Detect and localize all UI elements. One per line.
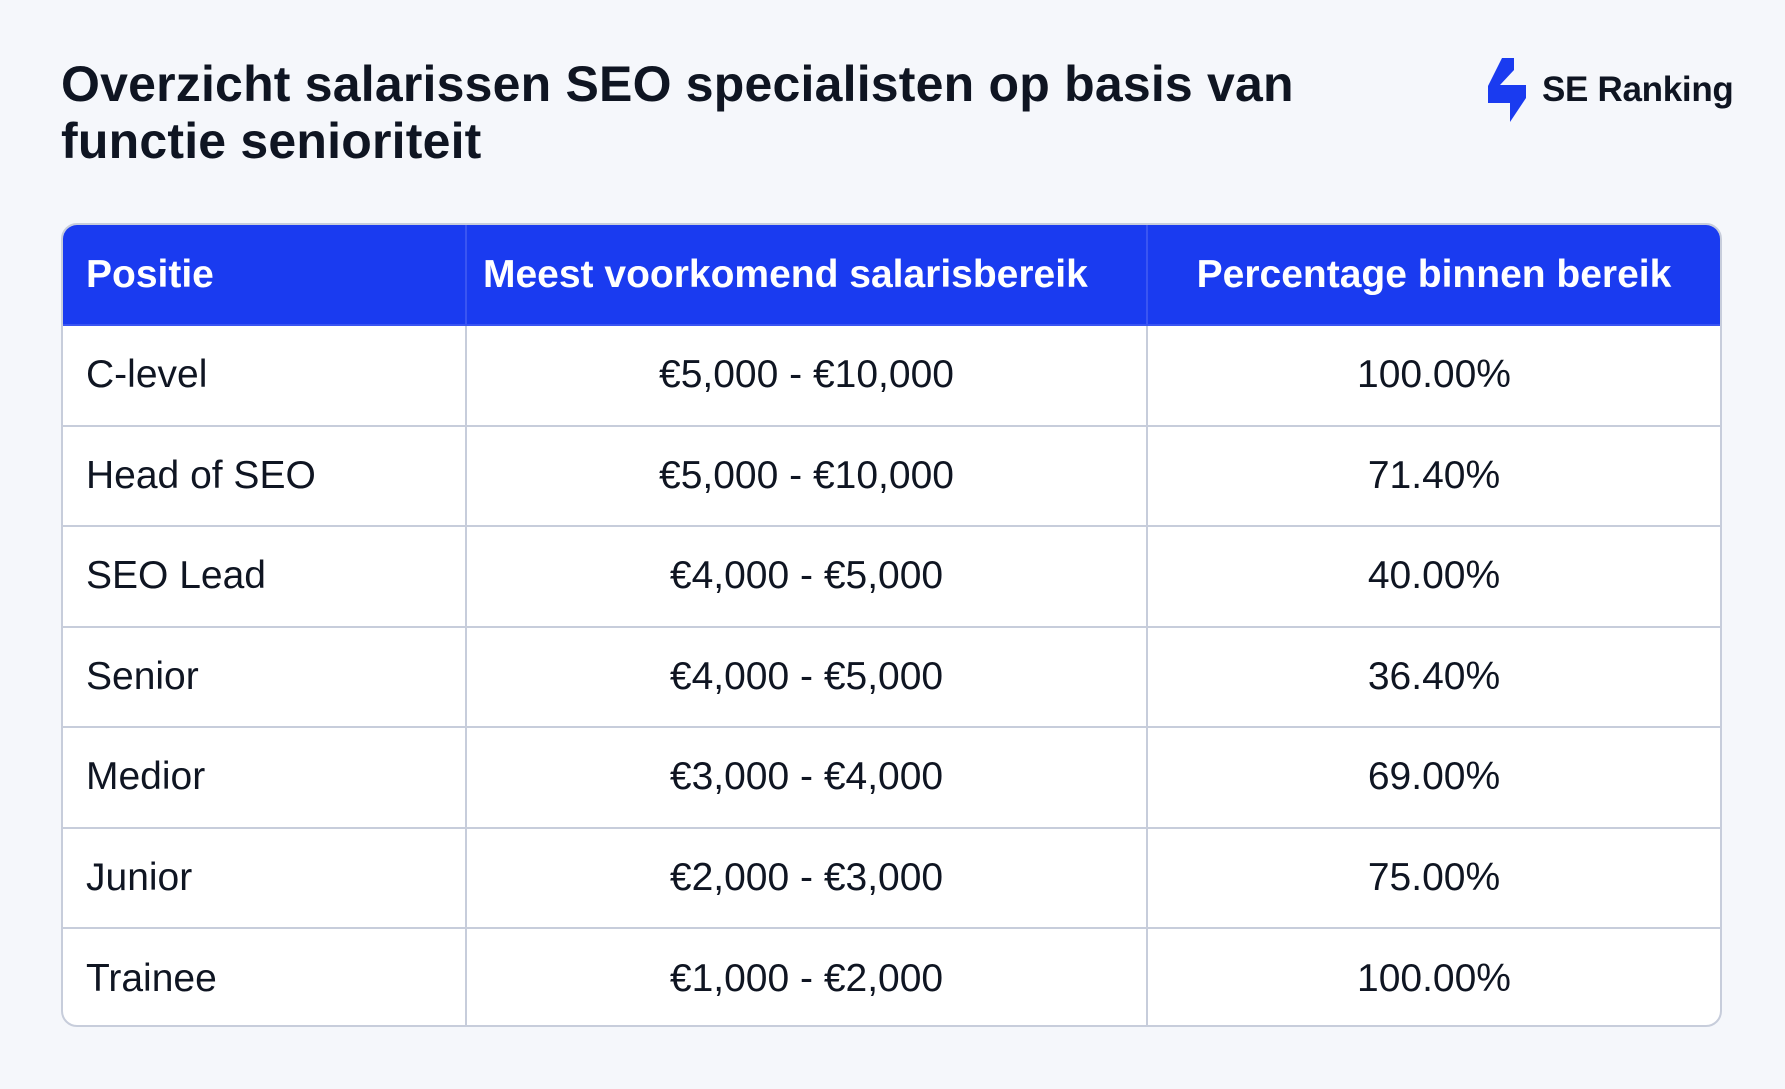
table-row: SEO Lead €4,000 - €5,000 40.00%: [63, 525, 1720, 628]
cell-percentage: 69.00%: [1146, 726, 1720, 829]
column-header-percentage: Percentage binnen bereik: [1146, 225, 1720, 326]
table-row: C-level €5,000 - €10,000 100.00%: [63, 324, 1720, 427]
cell-percentage: 75.00%: [1146, 826, 1720, 929]
table-header-row: Positie Meest voorkomend salarisbereik P…: [63, 225, 1720, 326]
table-row: Head of SEO €5,000 - €10,000 71.40%: [63, 424, 1720, 527]
page-title: Overzicht salarissen SEO specialisten op…: [61, 56, 1294, 169]
cell-salarisbereik: €4,000 - €5,000: [465, 625, 1148, 728]
cell-salarisbereik: €1,000 - €2,000: [465, 927, 1148, 1025]
cell-salarisbereik: €2,000 - €3,000: [465, 826, 1148, 929]
table-row: Trainee €1,000 - €2,000 100.00%: [63, 927, 1720, 1025]
brand-name: SE Ranking: [1542, 70, 1734, 109]
column-header-salarisbereik: Meest voorkomend salarisbereik: [465, 225, 1148, 326]
cell-positie: SEO Lead: [63, 525, 467, 628]
cell-percentage: 100.00%: [1146, 927, 1720, 1025]
salary-table: Positie Meest voorkomend salarisbereik P…: [61, 223, 1722, 1027]
table-row: Senior €4,000 - €5,000 36.40%: [63, 625, 1720, 728]
cell-percentage: 40.00%: [1146, 525, 1720, 628]
cell-salarisbereik: €3,000 - €4,000: [465, 726, 1148, 829]
table-row: Junior €2,000 - €3,000 75.00%: [63, 826, 1720, 929]
cell-salarisbereik: €5,000 - €10,000: [465, 424, 1148, 527]
cell-salarisbereik: €4,000 - €5,000: [465, 525, 1148, 628]
brand-logo: SE Ranking: [1478, 58, 1734, 122]
cell-positie: Head of SEO: [63, 424, 467, 527]
table-row: Medior €3,000 - €4,000 69.00%: [63, 726, 1720, 829]
cell-positie: Trainee: [63, 927, 467, 1025]
cell-positie: C-level: [63, 324, 467, 427]
cell-positie: Medior: [63, 726, 467, 829]
cell-percentage: 36.40%: [1146, 625, 1720, 728]
cell-positie: Junior: [63, 826, 467, 929]
cell-positie: Senior: [63, 625, 467, 728]
cell-salarisbereik: €5,000 - €10,000: [465, 324, 1148, 427]
column-header-positie: Positie: [63, 225, 467, 326]
cell-percentage: 100.00%: [1146, 324, 1720, 427]
se-ranking-logo-icon: [1488, 58, 1526, 122]
cell-percentage: 71.40%: [1146, 424, 1720, 527]
